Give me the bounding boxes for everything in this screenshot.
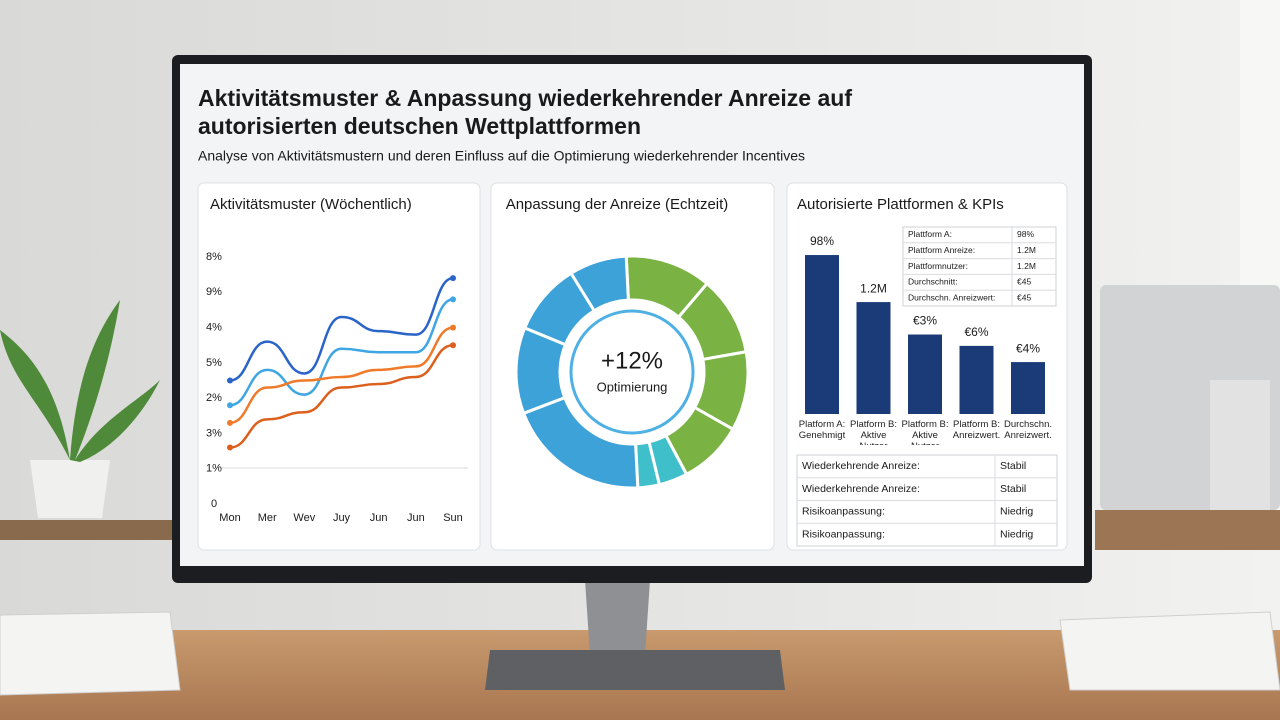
table-cell: €45 xyxy=(1017,277,1031,287)
subtitle: Analyse von Aktivitätsmustern und deren … xyxy=(198,148,805,164)
x-tick-label: Juy xyxy=(333,512,351,524)
bar xyxy=(959,345,994,414)
title: Aktivitätsmuster & Anpassung wiederkehre… xyxy=(198,85,852,111)
paper-stack xyxy=(1059,611,1280,691)
bar xyxy=(805,255,839,414)
bar-value-label: 98% xyxy=(810,234,834,248)
bar-value-label: €4% xyxy=(1016,341,1040,355)
x-tick-label: Platform B: Aktive Nutzer xyxy=(901,419,949,445)
x-tick-label-box: Platform B: Aktive Nutzer xyxy=(850,419,897,445)
table-cell: Stabil xyxy=(1000,460,1026,472)
line-end-dot xyxy=(450,324,456,331)
x-tick-label-box: Platform B: Aktive Nutzer xyxy=(901,419,949,445)
shelf xyxy=(0,520,175,540)
y-tick-label: 8% xyxy=(206,251,222,263)
table-cell: Niedrig xyxy=(1000,528,1033,540)
x-tick-label: Sun xyxy=(443,512,463,524)
monitor-base xyxy=(485,650,785,690)
line-start-dot xyxy=(227,444,233,451)
y-tick-label: 4% xyxy=(206,321,222,333)
line-series xyxy=(229,298,454,407)
x-tick-label: Platform B: Anreizwert. xyxy=(952,419,1001,441)
y-tick-label: 1% xyxy=(206,463,222,475)
x-tick-label: Durchschn. Anreizwert. xyxy=(1003,419,1053,441)
x-tick-label-box: Durchschn. Anreizwert. xyxy=(1003,419,1053,441)
line-end-dot xyxy=(450,296,456,303)
x-tick-label: Mon xyxy=(219,512,240,524)
bar-value-label: €3% xyxy=(913,314,937,328)
table-cell: Stabil xyxy=(1000,483,1026,495)
y-tick-label: 5% xyxy=(206,357,222,369)
x-tick-label: Jun xyxy=(407,512,425,524)
bar xyxy=(908,334,942,414)
table-cell: Risikoanpassung: xyxy=(802,528,885,540)
x-tick-label-box: Platform A: Genehmigt xyxy=(798,419,846,441)
panel-title: Anpassung der Anreize (Echtzeit) xyxy=(506,196,729,213)
table-cell: 1.2M xyxy=(1017,261,1036,271)
title: autorisierten deutschen Wettplattformen xyxy=(198,113,641,139)
table-cell: Plattform A: xyxy=(908,229,952,239)
panel-title: Autorisierte Plattformen & KPIs xyxy=(797,196,1004,213)
x-tick-label-box: Platform B: Anreizwert. xyxy=(952,419,1001,441)
x-tick-label: Jun xyxy=(370,512,388,524)
plant xyxy=(0,300,160,462)
donut-center-label: +12% xyxy=(601,347,663,374)
paper-stack xyxy=(0,611,181,696)
line-start-dot xyxy=(227,377,233,384)
x-tick-label: Platform B: Aktive Nutzer xyxy=(850,419,897,445)
y-tick-label: 9% xyxy=(206,286,222,298)
table-cell: Durchschnitt: xyxy=(908,277,958,287)
shelf xyxy=(1095,510,1280,550)
line-series xyxy=(229,276,454,382)
bar xyxy=(856,302,891,414)
kpi-table xyxy=(902,226,1057,307)
line-start-dot xyxy=(227,402,233,409)
line-end-dot xyxy=(450,342,456,349)
background-device xyxy=(1210,380,1270,510)
plant-pot xyxy=(30,460,110,518)
x-tick-label: Wev xyxy=(293,512,315,524)
table-cell: Risikoanpassung: xyxy=(802,506,885,518)
table-cell: Durchschn. Anreizwert: xyxy=(908,292,995,302)
panel xyxy=(197,182,481,551)
x-tick-label: Mer xyxy=(258,512,277,524)
table-cell: Plattformnutzer: xyxy=(908,261,968,271)
bar-value-label: 1.2M xyxy=(860,281,887,295)
donut-center-sublabel: Optimierung xyxy=(597,379,668,394)
y-tick-label: 0 xyxy=(211,498,217,510)
table-cell: Niedrig xyxy=(1000,506,1033,518)
bar xyxy=(1011,362,1045,414)
bar-value-label: €6% xyxy=(964,325,988,339)
y-tick-label: 2% xyxy=(206,392,222,404)
monitor-stand xyxy=(585,580,650,655)
x-tick-label: Platform A: Genehmigt xyxy=(798,419,846,441)
line-start-dot xyxy=(227,419,233,426)
panel-title: Aktivitätsmuster (Wöchentlich) xyxy=(210,196,412,213)
table-cell: Plattform Anreize: xyxy=(908,245,975,255)
table-cell: 1.2M xyxy=(1017,245,1036,255)
line-series xyxy=(229,326,454,425)
y-tick-label: 3% xyxy=(206,427,222,439)
table-cell: Wiederkehrende Anreize: xyxy=(802,460,920,472)
line-series xyxy=(229,343,454,449)
line-end-dot xyxy=(450,275,456,282)
donut-inner-ring xyxy=(569,309,695,435)
table-cell: 98% xyxy=(1017,229,1034,239)
table-cell: €45 xyxy=(1017,292,1031,302)
table-cell: Wiederkehrende Anreize: xyxy=(802,483,920,495)
donut-segment xyxy=(569,254,630,313)
